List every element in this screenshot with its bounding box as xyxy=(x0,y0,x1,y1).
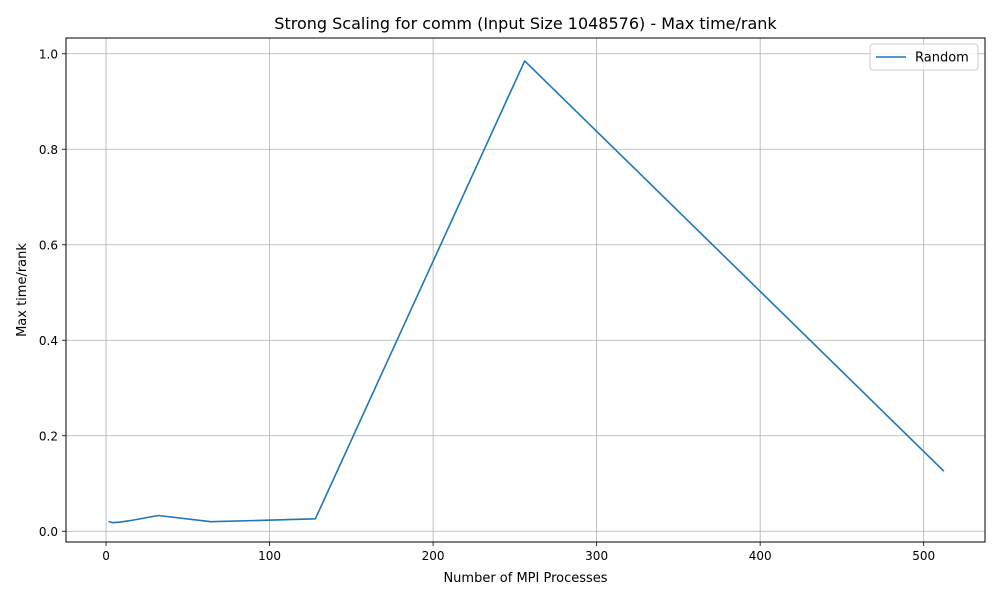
x-tick-label: 300 xyxy=(585,549,608,563)
chart-title: Strong Scaling for comm (Input Size 1048… xyxy=(274,14,777,33)
grid-layer xyxy=(66,38,985,542)
x-tick-label: 400 xyxy=(749,549,772,563)
y-tick-label: 0.0 xyxy=(39,525,58,539)
legend-label-random: Random xyxy=(915,51,969,66)
y-tick-label: 0.4 xyxy=(39,334,58,348)
series-layer xyxy=(108,60,945,524)
x-axis-label: Number of MPI Processes xyxy=(443,571,607,586)
x-tick-label: 200 xyxy=(422,549,445,563)
y-axis-label: Max time/rank xyxy=(15,243,30,337)
y-tick-label: 1.0 xyxy=(39,47,58,61)
y-tick-label: 0.2 xyxy=(39,429,58,443)
legend-box xyxy=(869,43,979,71)
tick-layer: 0 100 200 300 400 500 0.0 0.2 0.4 0.6 0.8 1.0 xyxy=(39,47,935,563)
x-tick-label: 500 xyxy=(912,549,935,563)
x-tick-label: 0 xyxy=(102,549,110,563)
y-tick-label: 0.6 xyxy=(39,238,58,252)
legend: Random xyxy=(869,43,979,71)
series-line-random xyxy=(108,60,945,524)
x-tick-label: 100 xyxy=(258,549,281,563)
plot-frame xyxy=(65,37,986,543)
y-tick-label: 0.8 xyxy=(39,143,58,157)
